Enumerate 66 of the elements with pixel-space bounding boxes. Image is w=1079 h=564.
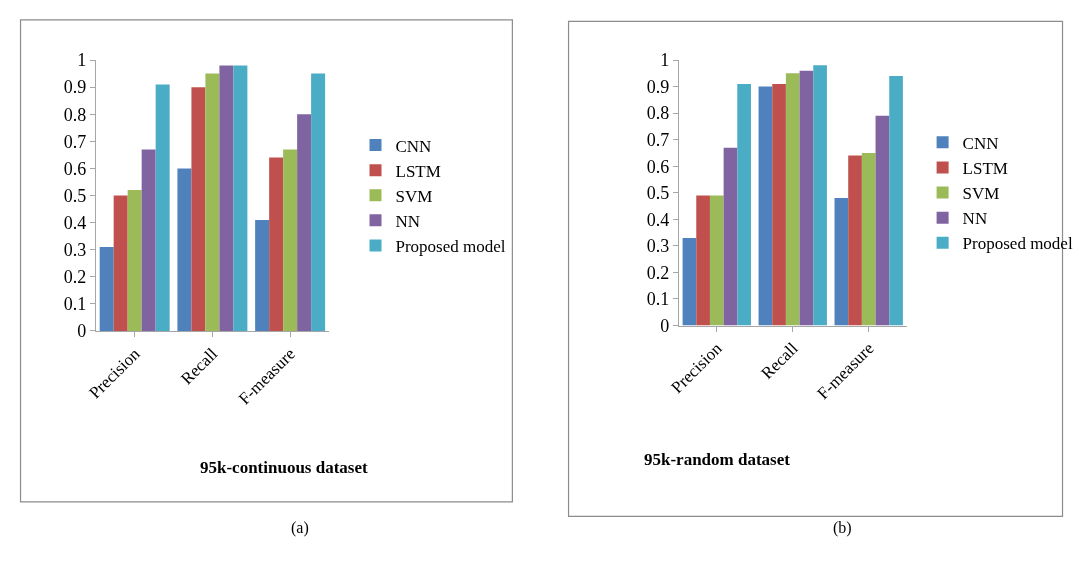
y-tick-label: 0.3: [646, 236, 670, 257]
y-tick-label: 0.1: [646, 289, 670, 310]
text: (b): [833, 519, 852, 537]
bar: [696, 195, 710, 326]
y-tick-label: 0.8: [63, 104, 87, 125]
bar: [758, 86, 773, 326]
legend-label: LSTM: [395, 161, 441, 181]
y-tick-label: 0.6: [646, 156, 670, 177]
legend-label: SVM: [395, 186, 433, 206]
y-tick-label: 0.7: [646, 129, 670, 150]
legend-label: LSTM: [962, 159, 1008, 179]
bar: [283, 149, 298, 331]
legend-label: NN: [395, 211, 421, 231]
bar: [799, 70, 814, 326]
bar: [113, 195, 128, 331]
bar: [255, 219, 270, 331]
legend-label: CNN: [962, 133, 999, 153]
legend-label: Proposed model: [962, 234, 1073, 254]
y-tick-label: 1: [660, 50, 670, 71]
bar: [889, 75, 903, 326]
y-tick-label: 0.8: [646, 103, 670, 124]
bar: [709, 195, 724, 326]
y-tick-label: 0: [660, 315, 670, 336]
y-tick-label: 0.3: [63, 239, 87, 260]
y-tick-label: 0.2: [63, 267, 87, 288]
bar: [233, 65, 248, 331]
bar: [297, 114, 312, 331]
bar: [834, 198, 849, 326]
bar: [772, 83, 786, 326]
bar: [875, 115, 890, 326]
y-tick-label: 1: [77, 50, 87, 71]
y-tick-label: 0.9: [63, 77, 87, 98]
legend-label: Proposed model: [395, 237, 506, 257]
y-tick-label: 0.4: [63, 212, 87, 233]
bar: [127, 190, 142, 331]
y-tick-label: 0.2: [646, 262, 670, 283]
bar: [723, 147, 738, 326]
y-tick-label: 0.7: [63, 131, 87, 152]
text: 95k-continuous dataset: [200, 458, 369, 477]
text: 95k-random dataset: [644, 450, 791, 469]
y-tick-label: 0.1: [63, 294, 87, 315]
bar: [141, 149, 156, 331]
bar: [177, 168, 192, 331]
bar: [99, 246, 114, 331]
bar: [785, 73, 800, 326]
bar: [191, 87, 206, 331]
bar: [205, 73, 220, 331]
bar: [861, 152, 876, 326]
legend-label: CNN: [395, 136, 432, 156]
bar: [219, 65, 234, 331]
y-tick-label: 0.6: [63, 158, 87, 179]
bar: [155, 84, 170, 331]
y-tick-label: 0: [77, 321, 87, 342]
text: (a): [291, 519, 309, 537]
bar: [682, 237, 697, 326]
y-tick-label: 0.5: [646, 183, 670, 204]
bar: [269, 157, 284, 331]
bar: [813, 65, 827, 326]
bar: [848, 155, 862, 326]
bar: [311, 73, 326, 331]
y-tick-label: 0.9: [646, 76, 670, 97]
legend-label: NN: [962, 209, 988, 229]
y-tick-label: 0.4: [646, 209, 670, 230]
bar: [737, 83, 751, 326]
legend-label: SVM: [962, 184, 1000, 204]
y-tick-label: 0.5: [63, 185, 87, 206]
